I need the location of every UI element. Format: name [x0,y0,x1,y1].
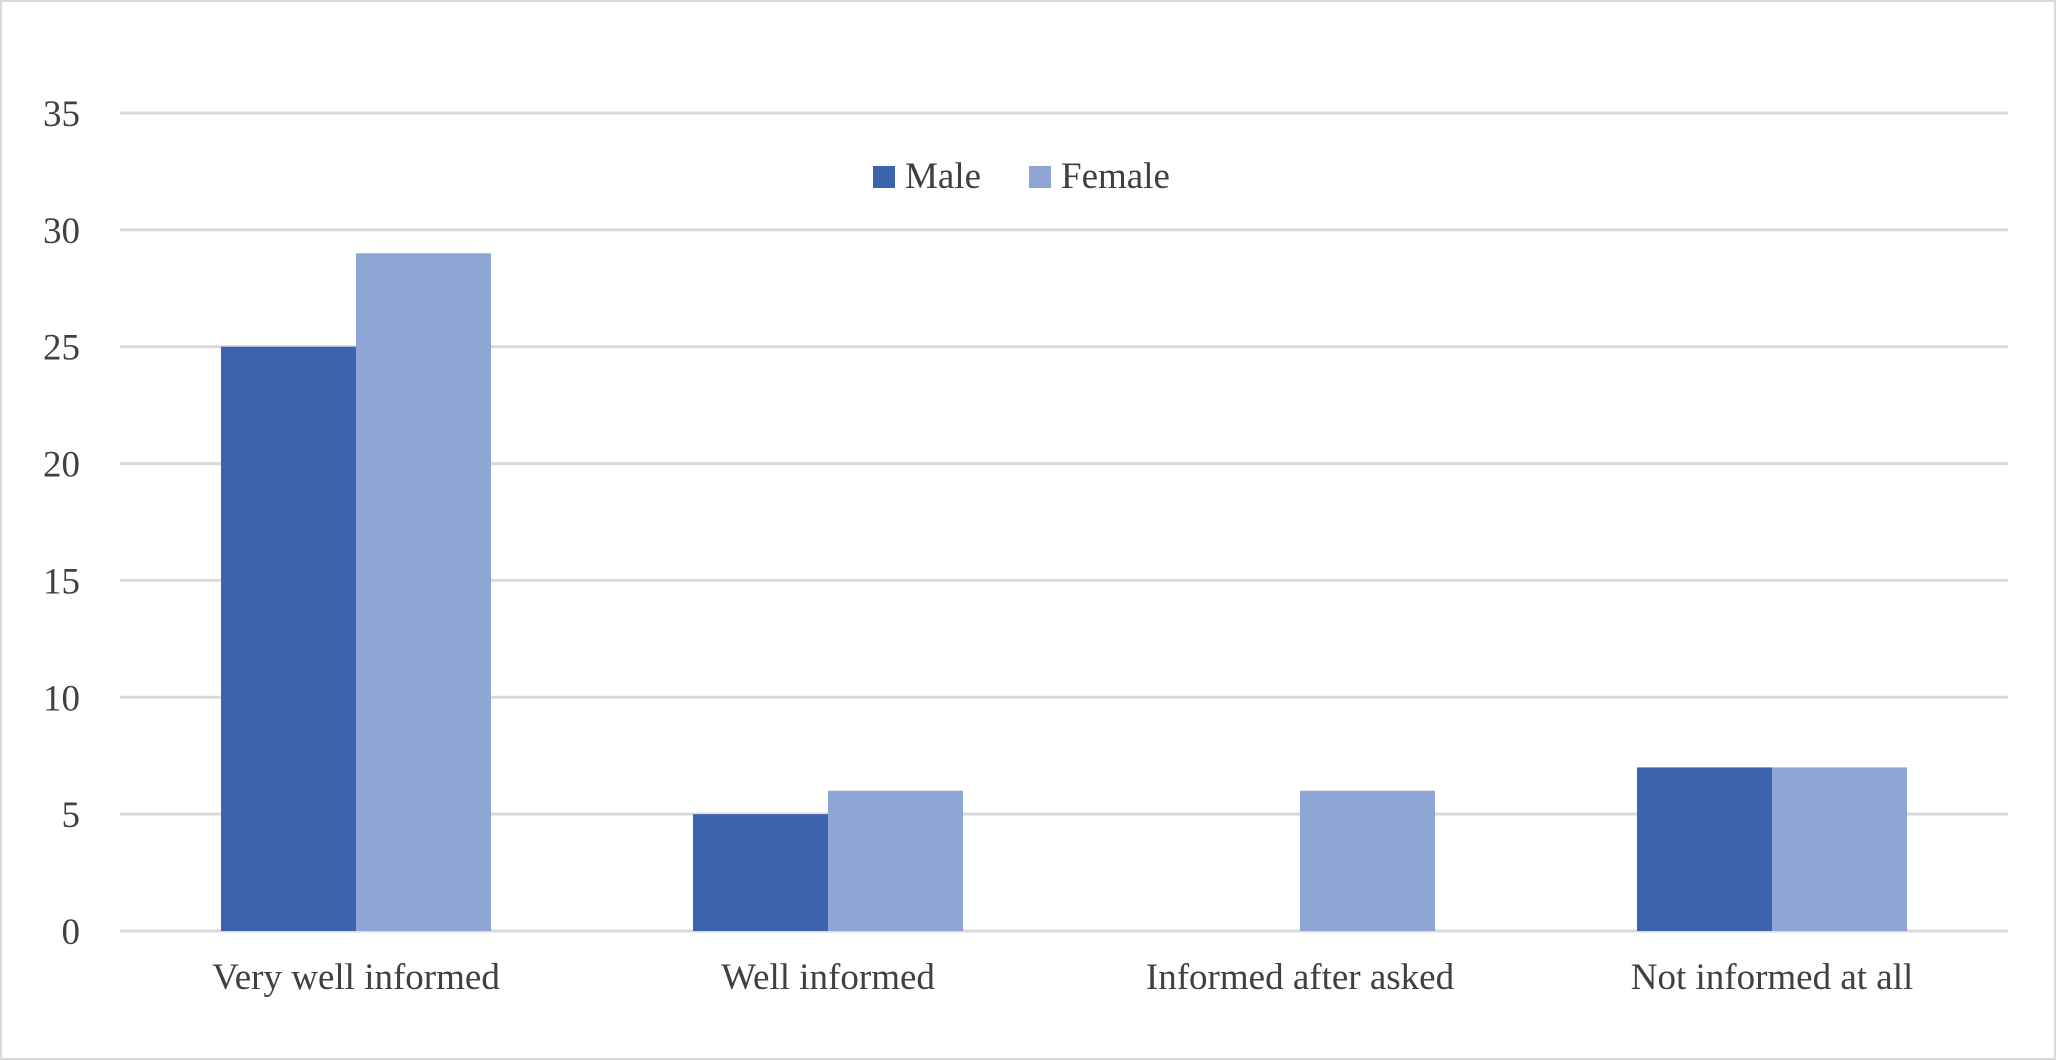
bar-female-2 [1300,790,1435,931]
legend-swatch-female [1029,166,1051,188]
x-tick-label: Very well informed [212,957,500,998]
legend-label-female: Female [1061,156,1170,197]
bar-male-1 [693,814,828,931]
y-tick-label: 0 [62,912,81,953]
bar-female-0 [356,253,491,931]
legend: Male Female [873,156,1170,197]
legend-label-male: Male [905,156,981,197]
y-tick-label: 20 [43,445,80,486]
bar-male-0 [221,346,356,931]
y-tick-label: 15 [43,561,80,602]
legend-swatch-male [873,166,895,188]
y-tick-label: 25 [43,328,80,369]
x-tick-label: Not informed at all [1631,957,1914,998]
y-tick-label: 10 [43,678,80,719]
x-tick-label: Well informed [721,957,935,998]
bars [221,253,1907,931]
bar-female-3 [1772,767,1907,931]
y-tick-label: 35 [43,94,80,135]
bar-female-1 [828,790,963,931]
y-tick-label: 30 [43,211,80,252]
x-axis-tick-labels: Very well informed Well informed Informed … [212,957,1913,998]
y-axis-tick-labels: 0 5 10 15 20 25 30 35 [43,94,80,953]
x-tick-label: Informed after asked [1146,957,1455,998]
y-tick-label: 5 [62,795,81,836]
bar-male-3 [1637,767,1772,931]
